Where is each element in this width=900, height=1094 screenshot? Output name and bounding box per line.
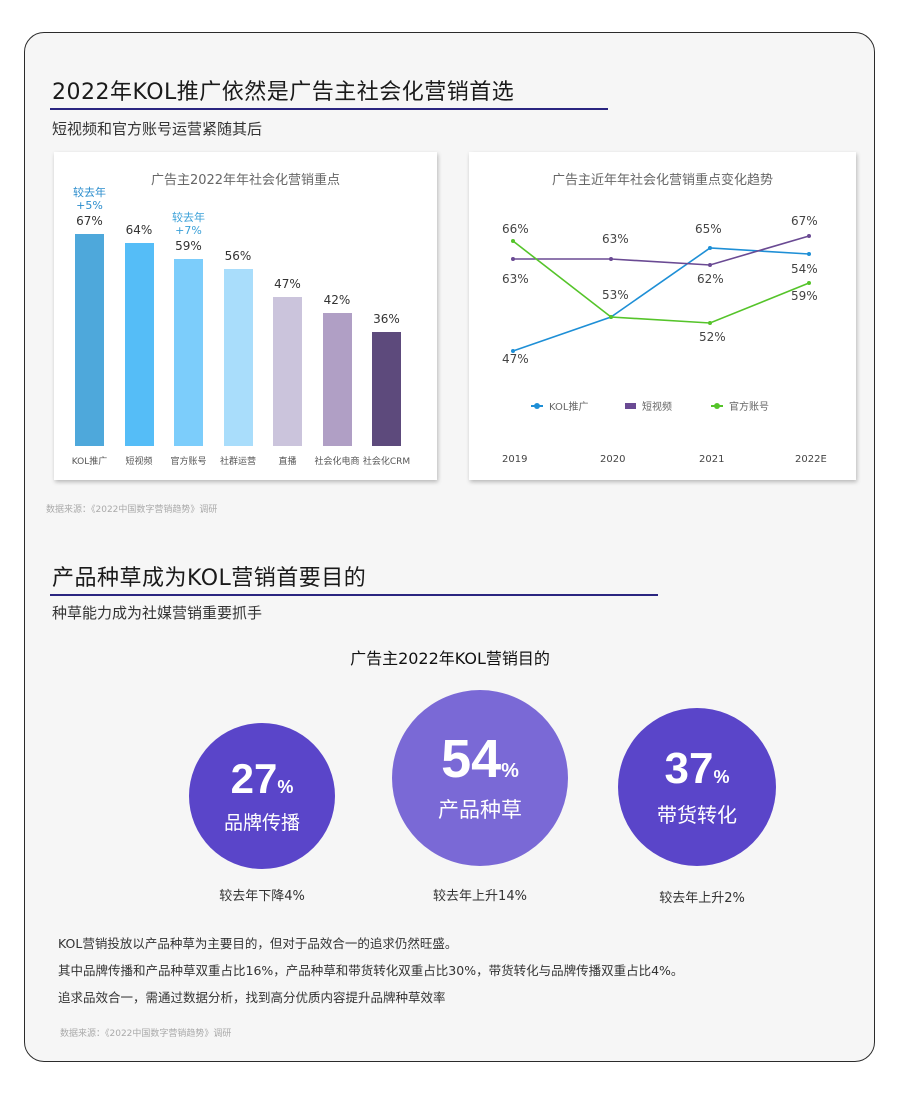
bar-value-label: 47% xyxy=(274,277,301,292)
bar-category-label: 官方账号 xyxy=(170,457,207,467)
bar xyxy=(372,332,401,446)
bar-value-label: 56% xyxy=(224,248,252,263)
goal-label: 带货转化 xyxy=(657,802,737,827)
legend-item: 官方账号 xyxy=(711,398,769,413)
x-tick-label: 2020 xyxy=(600,454,626,465)
line-series-短视频 xyxy=(513,235,810,266)
legend-item: 短视频 xyxy=(625,398,672,413)
legend-label: 短视频 xyxy=(642,402,672,413)
goal-value: 27 xyxy=(230,754,278,802)
bar-category-label: 社群运营 xyxy=(219,457,256,467)
line-plot xyxy=(511,234,811,353)
line-point xyxy=(511,239,515,243)
legend-dot-line-icon xyxy=(711,402,723,409)
bar xyxy=(273,297,302,446)
section1-subtitle: 短视频和官方账号运营紧随其后 xyxy=(52,120,263,138)
line-point xyxy=(708,321,712,325)
legend-square-icon xyxy=(625,402,636,409)
legend-label: 官方账号 xyxy=(729,402,769,413)
goal-label: 品牌传播 xyxy=(223,811,300,834)
goal-unit: % xyxy=(277,776,294,797)
line-point-label: 67% xyxy=(791,214,818,228)
goal-label: 产品种草 xyxy=(438,798,522,822)
bar-category-label: KOL推广 xyxy=(71,457,108,467)
bar xyxy=(223,268,253,446)
legend-dot-line-icon xyxy=(531,402,543,409)
line-series-官方账号 xyxy=(512,240,810,324)
section2-subtitle: 种草能力成为社媒营销重要抓手 xyxy=(52,604,263,622)
section2-divider xyxy=(50,594,658,596)
line-point-label: 65% xyxy=(695,222,722,236)
x-tick-label: 2021 xyxy=(699,454,725,465)
line-point xyxy=(807,234,811,238)
goal-circle-seeding: 54% 产品种草 xyxy=(392,690,568,866)
line-point-label: 54% xyxy=(791,262,818,276)
bar-value-label: 64% xyxy=(125,223,153,238)
bar-category-label: 直播 xyxy=(278,457,297,467)
section2-source: 数据来源：《2022中国数字营销趋势》调研 xyxy=(60,1029,232,1039)
paragraph-1: KOL营销投放以产品种草为主要目的，但对于品效合一的追求仍然旺盛。 xyxy=(58,936,458,951)
goal-unit: % xyxy=(713,766,730,787)
goal-value: 54 xyxy=(441,729,502,789)
goal-compare-conversion: 较去年上升2% xyxy=(659,891,745,906)
paragraph-3: 追求品效合一，需通过数据分析，找到高分优质内容提升品牌种草效率 xyxy=(58,990,446,1005)
bar-value-label: 67% xyxy=(76,214,103,228)
bar-annotation: 较去年 +5% xyxy=(73,186,106,212)
goal-unit: % xyxy=(501,760,519,782)
legend-item: KOL推广 xyxy=(531,398,588,413)
line-point xyxy=(708,263,712,267)
line-point xyxy=(511,257,515,261)
line-point-label: 47% xyxy=(502,352,529,366)
goal-circle-brand: 27% 品牌传播 xyxy=(189,723,335,869)
line-point xyxy=(807,281,811,285)
line-point-label: 63% xyxy=(502,272,529,286)
line-point-label: 59% xyxy=(791,289,818,303)
line-series-KOL推广 xyxy=(512,247,810,352)
line-point-label: 53% xyxy=(602,288,629,302)
line-point-label: 62% xyxy=(697,272,724,286)
bar-category-label: 短视频 xyxy=(125,457,153,467)
goal-compare-seeding: 较去年上升14% xyxy=(433,889,527,904)
line-point-label: 63% xyxy=(602,232,629,246)
line-point xyxy=(609,315,613,319)
line-point-label: 66% xyxy=(502,222,529,236)
section2-title: 产品种草成为KOL营销首要目的 xyxy=(52,566,367,591)
line-point xyxy=(609,257,613,261)
line-point xyxy=(708,246,712,250)
x-tick-label: 2019 xyxy=(502,454,528,465)
line-chart-card: 广告主近年年社会化营销重点变化趋势 47% 53% 65% 54% 63% 63% 62% 6… xyxy=(469,152,856,480)
section1-title: 2022年KOL推广依然是广告主社会化营销首选 xyxy=(52,80,515,105)
bar xyxy=(75,234,104,446)
line-point xyxy=(807,252,811,256)
kol-goal-chart-title: 广告主2022年KOL营销目的 xyxy=(350,649,550,668)
section1-source: 数据来源：《2022中国数字营销趋势》调研 xyxy=(46,505,218,515)
x-tick-label: 2022E xyxy=(795,454,827,465)
bar-annotation: 较去年 +7% xyxy=(172,211,205,238)
section1-divider xyxy=(50,108,608,110)
bar-category-label: 社会化电商 xyxy=(314,457,360,467)
goal-compare-brand: 较去年下降4% xyxy=(219,889,305,904)
line-chart-title: 广告主近年年社会化营销重点变化趋势 xyxy=(551,173,773,188)
goal-value: 37 xyxy=(664,743,714,793)
bar xyxy=(322,313,352,446)
bar xyxy=(124,243,154,446)
bar-value-label: 59% xyxy=(175,239,202,254)
bar xyxy=(174,259,203,446)
line-point xyxy=(511,349,515,353)
bar-chart-card: 广告主2022年年社会化营销重点 67% KOL推广 64% 短视频 59% 官方账号 56… xyxy=(54,152,437,480)
bar-value-label: 36% xyxy=(373,312,400,327)
paragraph-2: 其中品牌传播和产品种草双重占比16%，产品种草和带货转化双重占比30%，带货转化… xyxy=(58,963,684,978)
goal-circle-conversion: 37% 带货转化 xyxy=(618,708,776,866)
legend-label: KOL推广 xyxy=(549,402,589,413)
bar-value-label: 42% xyxy=(323,293,351,308)
bar-chart-title: 广告主2022年年社会化营销重点 xyxy=(150,173,341,188)
bar-category-label: 社会化CRM xyxy=(362,457,411,467)
bar-plot-area: 67% KOL推广 64% 短视频 59% 官方账号 56% 社群运营 47% 直播 42% 社会化电… xyxy=(54,152,437,467)
line-point-label: 52% xyxy=(699,330,726,344)
